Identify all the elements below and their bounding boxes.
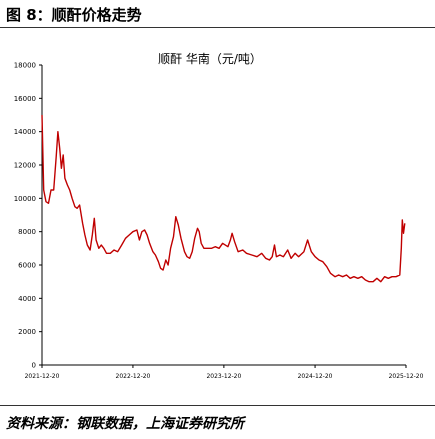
y-tick-label: 18000	[14, 62, 36, 70]
y-tick-label: 2000	[18, 328, 36, 336]
x-tick-label: 2021-12-20	[25, 373, 60, 380]
x-axis: 2021-12-20 2022-12-20 2023-12-20 2024-12-20…	[25, 364, 424, 380]
y-tick-label: 14000	[14, 128, 36, 136]
y-tick-label: 8000	[18, 228, 36, 236]
figure-source: 资料来源：钢联数据，上海证券研究所	[6, 416, 244, 432]
source-rule	[0, 405, 435, 406]
x-tick-label: 2023-12-20	[206, 373, 241, 380]
chart-title: 顺酐 华南（元/吨）	[158, 51, 262, 66]
series-line-south-china-price	[41, 114, 406, 283]
x-tick-label: 2024-12-20	[298, 373, 333, 380]
y-tick-label: 12000	[14, 162, 36, 170]
y-tick-label: 10000	[14, 195, 36, 203]
y-tick-label: 6000	[18, 262, 36, 270]
figure-title: 图 8：顺酐价格走势	[6, 6, 142, 24]
y-tick-label: 16000	[14, 95, 36, 103]
y-tick-label: 0	[32, 362, 36, 370]
y-tick-label: 4000	[18, 295, 36, 303]
price-line-chart: 顺酐 华南（元/吨） 0 2000 4000 6000 8000 10000 12000 14…	[14, 51, 424, 380]
title-rule	[0, 27, 435, 28]
x-tick-label: 2025-12-20	[389, 373, 424, 380]
x-tick-label: 2022-12-20	[116, 373, 151, 380]
y-axis: 0 2000 4000 6000 8000 10000 12000 14000 16000 180…	[14, 62, 43, 370]
